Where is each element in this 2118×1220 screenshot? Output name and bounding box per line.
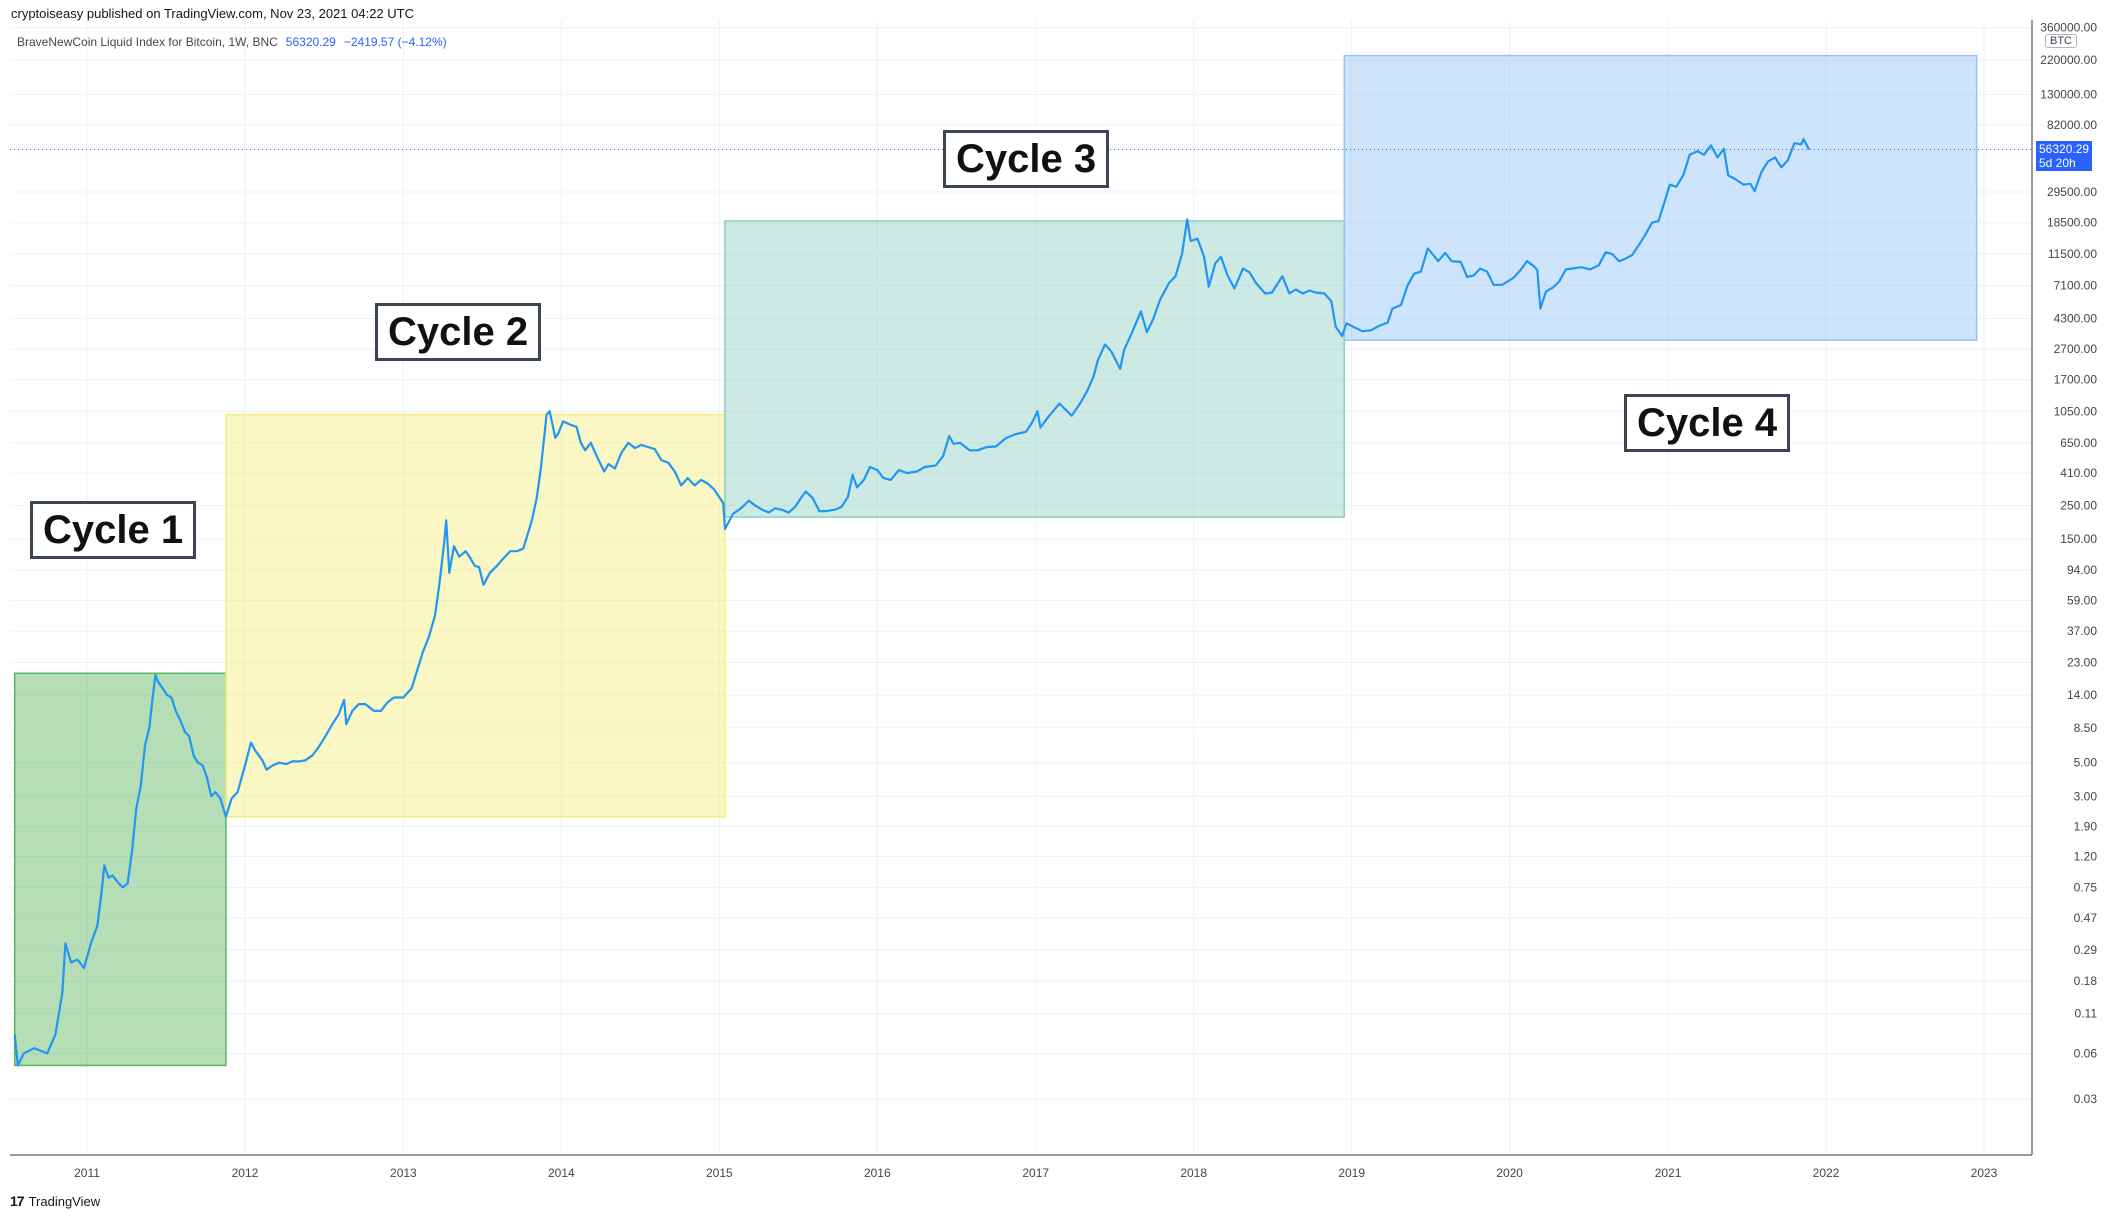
tradingview-logo-icon: 17 [10,1193,25,1209]
y-tick-label: 37.00 [2067,624,2097,638]
x-tick-label: 2016 [864,1166,891,1180]
y-tick-label: 0.75 [2074,880,2098,894]
cycle-region-2 [225,413,726,818]
y-tick-label: 1.20 [2074,850,2098,864]
x-tick-label: 2017 [1022,1166,1049,1180]
cycle-region-4 [1343,54,1978,341]
x-tick-label: 2022 [1813,1166,1840,1180]
y-tick-label: 4300.00 [2054,312,2098,326]
cycle-region-1 [13,672,227,1067]
y-tick-label: 5.00 [2074,756,2098,770]
symbol-legend[interactable]: BraveNewCoin Liquid Index for Bitcoin, 1… [17,35,447,49]
y-tick-label: 360000.00 [2040,21,2097,35]
x-tick-label: 2011 [74,1166,100,1180]
footer-brand-text: TradingView [28,1193,101,1209]
x-tick-label: 2021 [1655,1166,1682,1180]
y-tick-label: 0.11 [2075,1007,2098,1021]
y-tick-label: 150.00 [2060,532,2097,546]
y-tick-label: 18500.00 [2047,216,2097,230]
y-tick-label: 11500.00 [2048,247,2097,261]
x-tick-label: 2019 [1338,1166,1365,1180]
y-tick-label: 8.50 [2074,721,2098,735]
x-tick-label: 2012 [232,1166,259,1180]
x-tick-label: 2015 [706,1166,733,1180]
y-tick-label: 220000.00 [2040,53,2097,67]
last-price-value: 56320.29 [2039,142,2090,156]
symbol-title: BraveNewCoin Liquid Index for Bitcoin, 1… [17,35,278,49]
cycle-4-label: Cycle 4 [1624,394,1791,452]
y-tick-label: 0.03 [2074,1092,2098,1106]
y-tick-label: 82000.00 [2047,118,2097,132]
y-tick-label: 650.00 [2060,436,2097,450]
y-tick-label: 23.00 [2067,655,2097,669]
x-tick-label: 2020 [1496,1166,1523,1180]
y-tick-label: 59.00 [2067,594,2097,608]
y-tick-label: 0.18 [2074,974,2098,988]
x-tick-label: 2014 [548,1166,575,1180]
y-tick-label: 250.00 [2060,499,2097,513]
cycle-region-3 [724,220,1346,518]
published-info: cryptoiseasy published on TradingView.co… [11,6,414,21]
last-value: 56320.29 [285,35,336,49]
cycle-3-label: Cycle 3 [943,130,1110,188]
y-tick-label: 3.00 [2074,789,2098,803]
y-tick-label: 1050.00 [2054,404,2098,418]
price-series-line [13,138,1811,1067]
cycle-2-label: Cycle 2 [375,303,542,361]
price-change: −2419.57 (−4.12%) [343,35,447,49]
y-tick-label: 2700.00 [2054,342,2098,356]
y-tick-label: 14.00 [2067,688,2097,702]
y-tick-label: 1700.00 [2054,373,2098,387]
bar-countdown: 5d 20h [2039,156,2076,170]
y-tick-label: 130000.00 [2040,88,2097,102]
y-tick-label: 0.29 [2074,943,2098,957]
x-tick-label: 2018 [1180,1166,1207,1180]
currency-unit-label[interactable]: BTC [2045,34,2077,48]
x-tick-label: 2013 [390,1166,417,1180]
cycle-1-label: Cycle 1 [30,501,197,559]
x-tick-label: 2023 [1971,1166,1998,1180]
last-price-tag: 56320.29 5d 20h [2036,141,2092,171]
y-tick-label: 0.06 [2074,1046,2098,1060]
y-tick-label: 1.90 [2074,819,2098,833]
y-tick-label: 29500.00 [2047,185,2097,199]
y-tick-label: 410.00 [2060,466,2097,480]
y-tick-label: 7100.00 [2054,279,2098,293]
footer-branding[interactable]: 17 TradingView [10,1193,100,1209]
y-tick-label: 94.00 [2067,563,2097,577]
y-tick-label: 0.47 [2074,911,2098,925]
